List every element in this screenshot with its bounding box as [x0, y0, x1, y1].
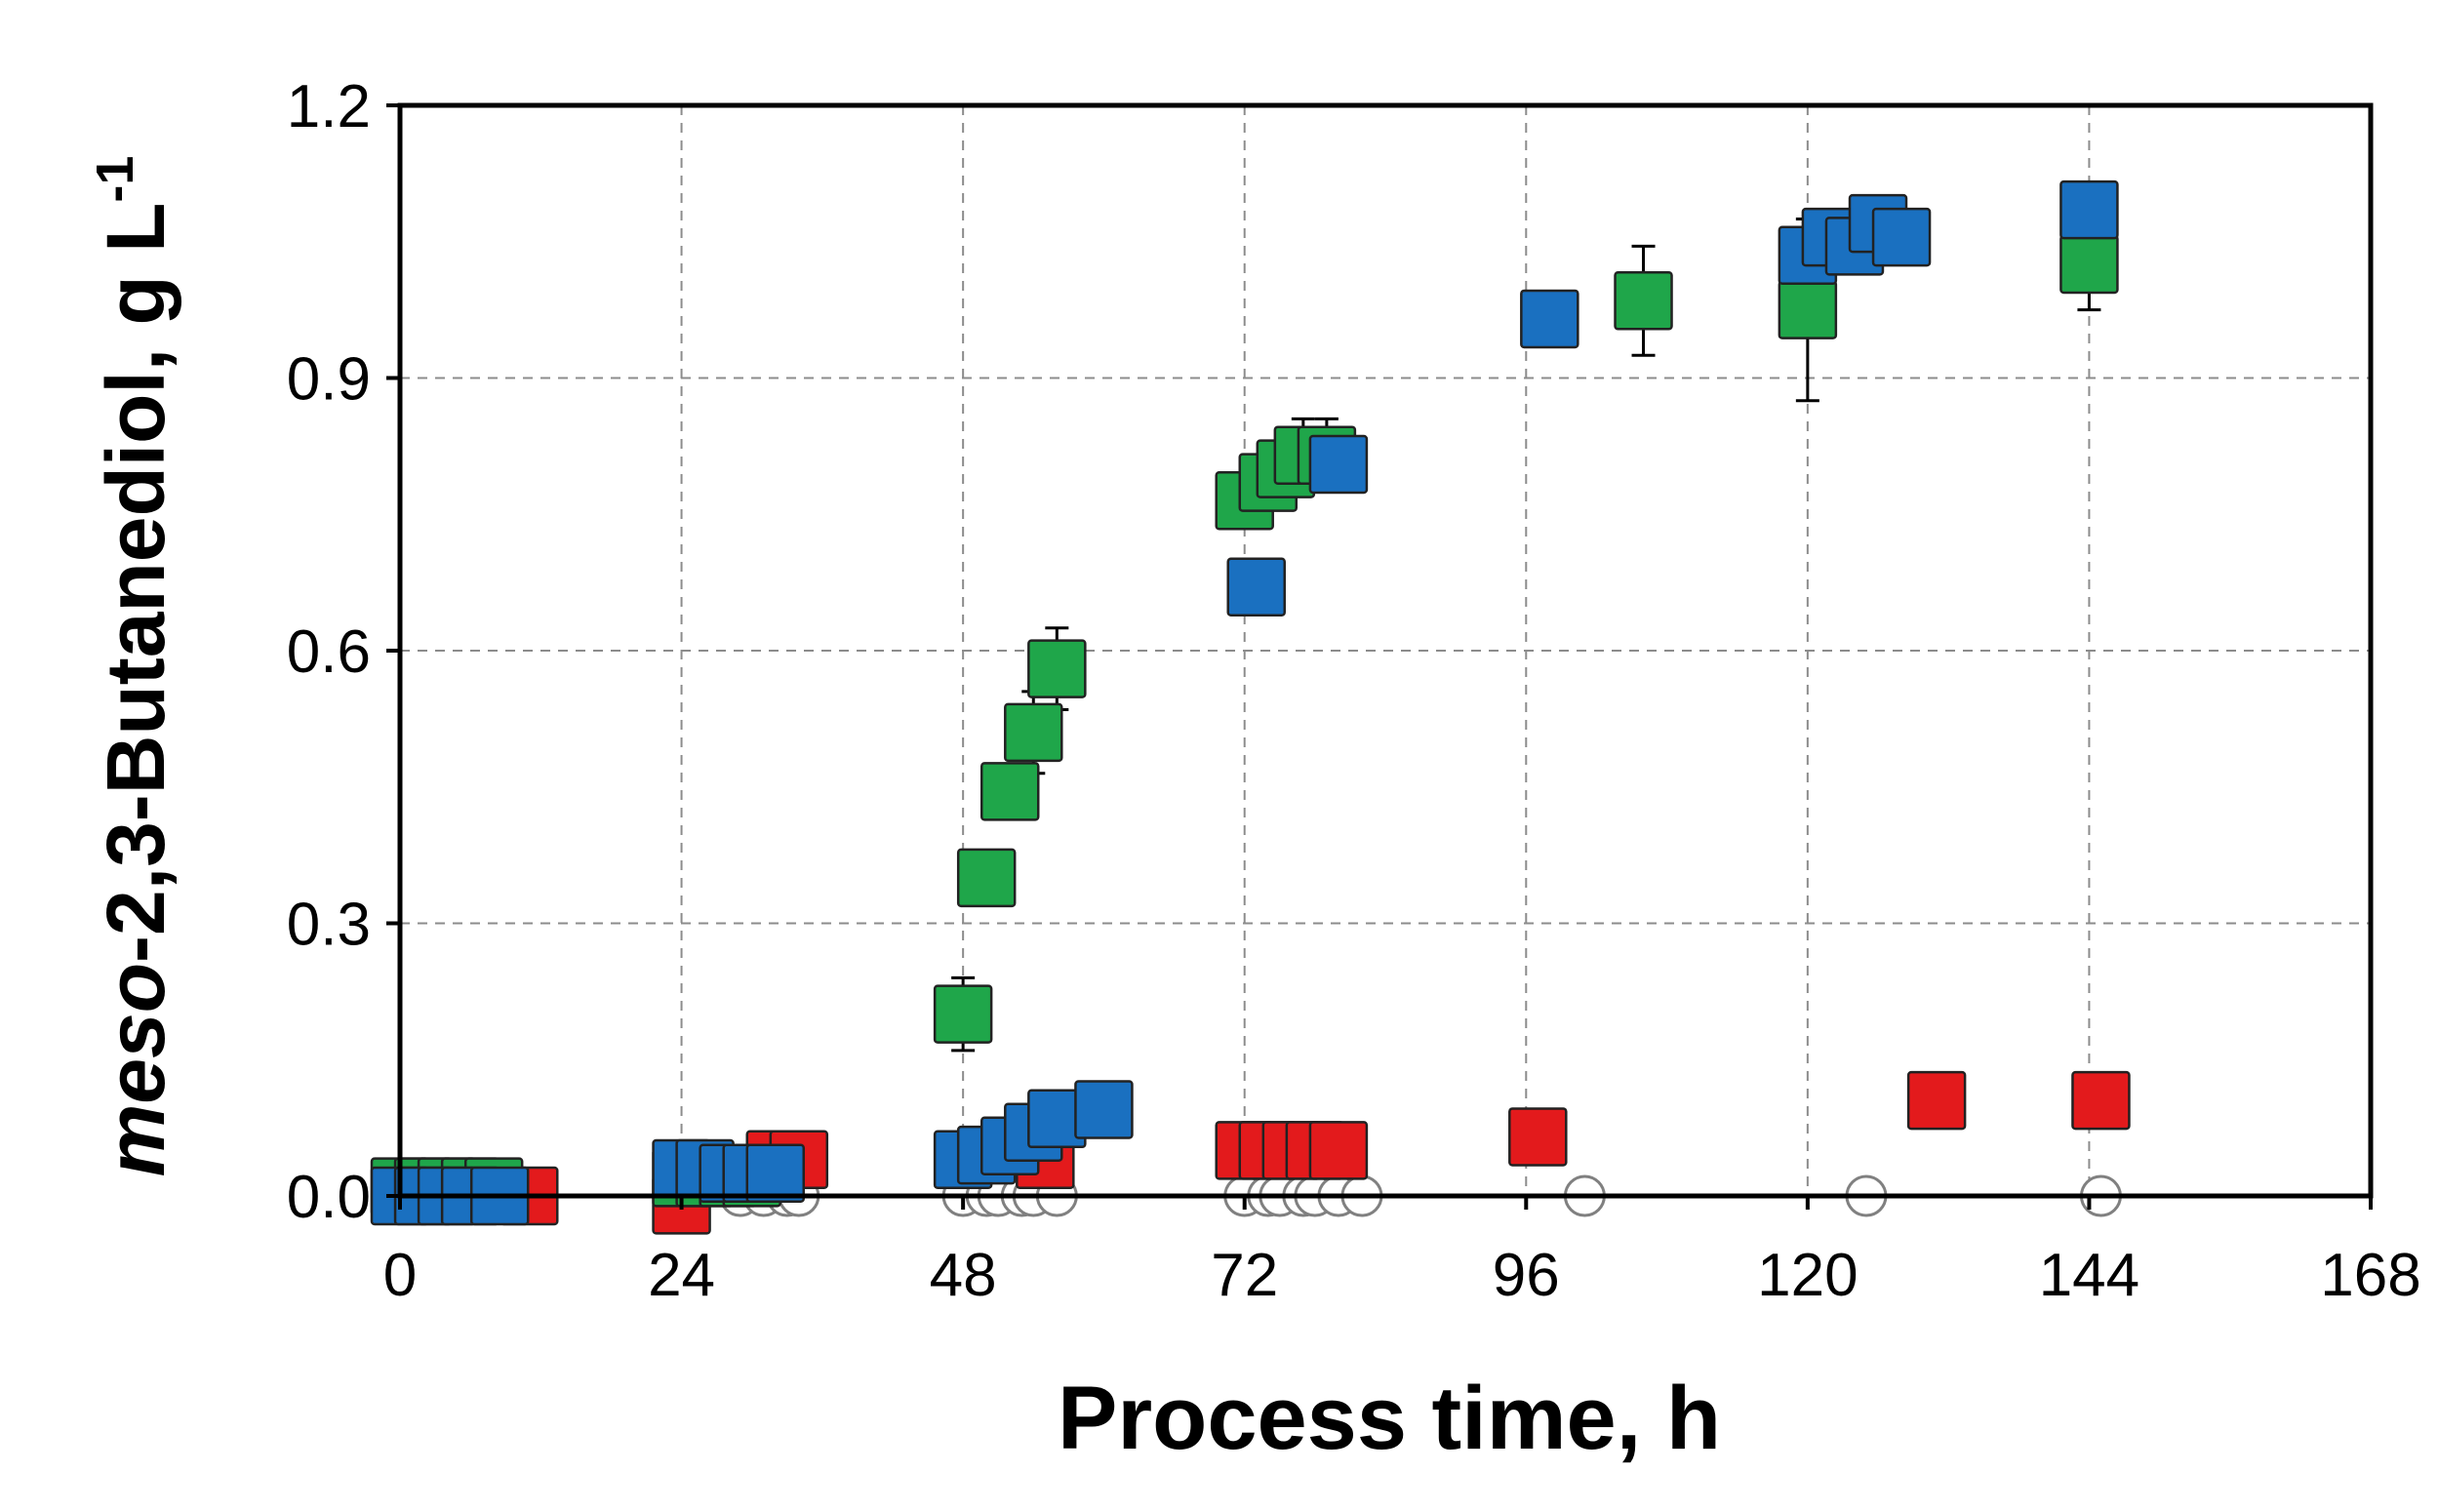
data-point-square [2071, 1070, 2131, 1131]
grid [400, 105, 2371, 1196]
x-tick-labels: 0 24 48 72 96 120 144 168 [383, 1242, 2421, 1309]
data-point-square [1226, 557, 1286, 617]
y-tick-label: 1.2 [287, 73, 371, 140]
data-point-square [745, 1143, 806, 1203]
data-markers [370, 179, 2131, 1235]
x-tick-label: 144 [2039, 1242, 2139, 1309]
y-axis-title-main: -2,3-Butanediol, g L [90, 203, 181, 963]
data-point-square [1614, 271, 1673, 331]
data-point-square [1520, 289, 1579, 349]
axis-ticks [386, 103, 2373, 1210]
data-point-square [1308, 1121, 1369, 1180]
x-tick-label: 24 [648, 1242, 715, 1309]
y-tick-labels: 0.0 0.3 0.6 0.9 1.2 [287, 73, 371, 1231]
y-axis-title: meso-2,3-Butanediol, g L-1 [86, 156, 181, 1177]
x-tick-label: 0 [383, 1242, 417, 1309]
x-tick-label: 120 [1757, 1242, 1858, 1309]
x-axis-title: Process time, h [1058, 1369, 1721, 1468]
x-tick-label: 168 [2320, 1242, 2420, 1309]
y-tick-label: 0.0 [287, 1164, 371, 1231]
data-point-square [1004, 702, 1063, 763]
data-point-square [1074, 1080, 1134, 1139]
x-tick-label: 72 [1211, 1242, 1278, 1309]
y-tick-label: 0.6 [287, 618, 371, 686]
data-point-square [933, 984, 993, 1044]
data-point-square [979, 762, 1040, 821]
x-tick-label: 96 [1493, 1242, 1560, 1309]
data-point-square [2059, 234, 2119, 295]
data-point-square [1308, 434, 1369, 495]
x-tick-label: 48 [930, 1242, 997, 1309]
data-point-square [1906, 1070, 1967, 1131]
data-point-square [1778, 280, 1838, 339]
data-point-square [2059, 179, 2119, 240]
data-point-square [1027, 639, 1087, 698]
y-tick-label: 0.3 [287, 892, 371, 959]
y-axis-title-italic: meso [90, 963, 181, 1176]
y-axis-title-superscript: -1 [86, 156, 144, 203]
y-tick-label: 0.9 [287, 346, 371, 414]
data-point-square [1871, 207, 1932, 267]
data-point-square [956, 848, 1017, 908]
data-point-square [1508, 1107, 1568, 1167]
